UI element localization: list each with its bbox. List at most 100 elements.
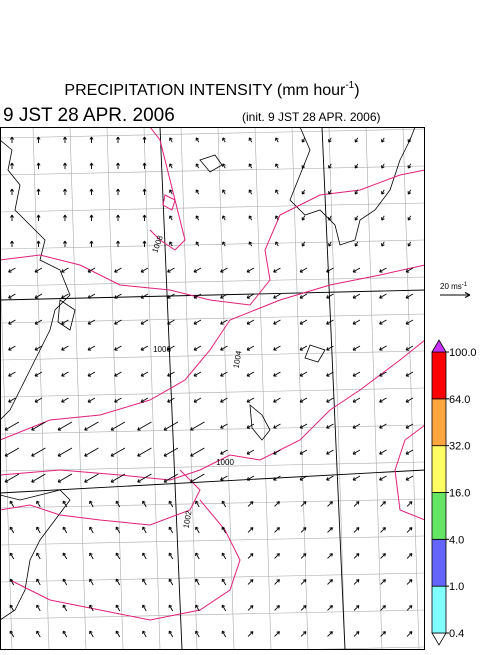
wind-arrow: [163, 421, 179, 431]
wind-arrow: [248, 241, 253, 247]
wind-arrow: [275, 163, 279, 169]
wind-arrow: [36, 240, 41, 247]
wind-arrow: [220, 293, 228, 299]
wind-arrow: [116, 214, 120, 221]
wind-arrow: [34, 267, 43, 273]
wind-arrow: [246, 423, 255, 429]
wind-arrow: [352, 423, 361, 429]
wind-arrow: [140, 267, 149, 273]
wind-arrow: [116, 188, 120, 195]
grid-line: [254, 127, 272, 650]
wind-arrow: [407, 189, 412, 195]
reference-arrow: 20 ms-1: [440, 282, 471, 298]
wind-arrow: [379, 371, 387, 377]
wind-arrow: [353, 501, 360, 507]
wind-arrow: [87, 293, 96, 299]
wind-arrow: [300, 553, 307, 559]
contour-label: 1000: [216, 458, 234, 467]
wind-arrow: [352, 267, 361, 273]
wind-arrow: [190, 473, 205, 483]
wind-arrow: [110, 447, 126, 457]
wind-arrow: [167, 345, 175, 351]
wind-arrow: [116, 136, 120, 143]
wind-arrow: [301, 163, 306, 169]
wind-arrow: [142, 552, 147, 560]
wind-arrow: [34, 319, 43, 325]
wind-arrow: [31, 421, 46, 431]
wind-arrow: [380, 579, 386, 585]
wind-arrow: [140, 319, 149, 325]
colorbar-label: 4.0: [449, 534, 464, 546]
coastline: [289, 127, 416, 246]
wind-arrow: [354, 137, 359, 143]
wind-arrow: [405, 475, 414, 481]
wind-arrow: [352, 345, 361, 351]
grid-line: [0, 350, 425, 361]
wind-arrow: [273, 293, 281, 299]
wind-arrow: [301, 241, 306, 247]
grid-line: [0, 128, 425, 139]
wind-arrow: [352, 475, 361, 481]
contour-label: 1006: [153, 345, 171, 354]
wind-arrow: [87, 397, 96, 403]
wind-arrow: [248, 189, 253, 195]
wind-arrow: [89, 604, 94, 612]
wind-arrow: [168, 578, 174, 586]
wind-arrow: [195, 189, 200, 195]
wind-arrow: [34, 345, 43, 351]
wind-arrow: [89, 162, 94, 169]
wind-arrow: [169, 163, 173, 169]
wind-arrow: [142, 136, 147, 143]
wind-arrow: [10, 162, 14, 169]
reference-arrow-label: 20 ms-1: [440, 282, 468, 291]
reference-label-text: 20 ms: [440, 282, 462, 291]
major-grid-line: [0, 289, 425, 301]
wind-arrow: [222, 189, 226, 195]
wind-arrow: [190, 447, 205, 457]
wind-arrow: [87, 319, 96, 325]
wind-arrow: [273, 319, 281, 325]
wind-arrow: [4, 473, 20, 483]
coastline: [57, 299, 76, 331]
wind-arrow: [190, 421, 205, 431]
wind-arrow: [405, 397, 414, 403]
wind-arrow: [299, 397, 308, 403]
wind-arrow: [248, 215, 253, 221]
wind-arrow: [84, 473, 99, 483]
wind-arrow: [326, 293, 334, 299]
wind-arrow: [115, 526, 121, 534]
grid-line: [217, 127, 235, 650]
wind-arrow: [114, 267, 122, 273]
grid-line: [106, 127, 124, 650]
wind-arrow: [406, 631, 413, 637]
wind-arrow: [300, 501, 307, 507]
wind-arrow: [299, 345, 308, 351]
wind-arrow: [89, 526, 94, 534]
colorbar-segment: [431, 351, 447, 400]
wind-arrow: [168, 630, 174, 638]
wind-arrow: [87, 371, 96, 377]
wind-arrow: [327, 527, 333, 533]
wind-arrow: [193, 267, 202, 273]
wind-arrow: [326, 345, 334, 351]
wind-arrow: [142, 500, 147, 508]
wind-arrow: [61, 267, 69, 273]
grid-line: [0, 498, 425, 509]
grid-line: [0, 572, 425, 583]
wind-arrow: [405, 345, 414, 351]
wind-arrow: [406, 553, 413, 559]
wind-arrow: [381, 215, 385, 221]
wind-arrow: [36, 136, 41, 143]
wind-arrow: [142, 526, 147, 534]
title: PRECIPITATION INTENSITY (mm hour-1): [64, 80, 359, 99]
wind-arrow: [222, 163, 226, 169]
wind-arrow: [275, 241, 279, 247]
wind-arrow: [274, 527, 280, 533]
colorbar-triangle: [431, 632, 447, 646]
wind-arrow: [62, 526, 68, 534]
wind-arrow: [299, 449, 308, 455]
wind-arrow: [379, 293, 387, 299]
wind-arrow: [381, 189, 385, 195]
wind-arrow: [36, 604, 41, 612]
wind-arrow: [274, 553, 280, 559]
